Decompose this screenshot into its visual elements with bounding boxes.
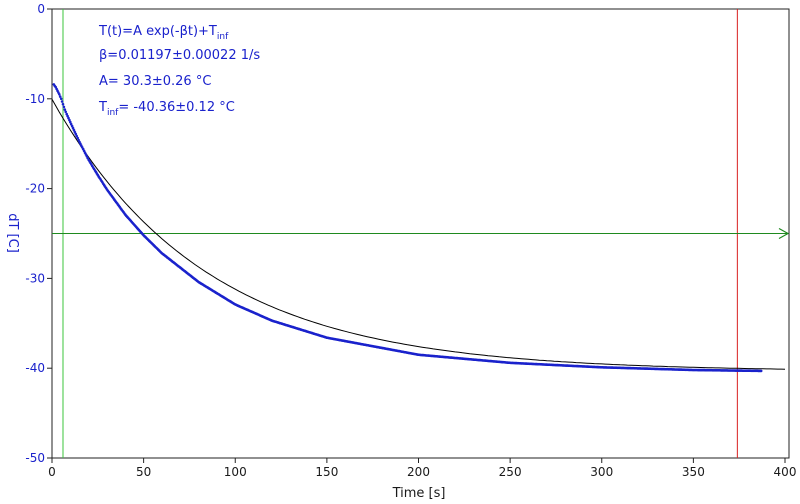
data-point: [59, 97, 63, 101]
y-tick-label--30: -30: [25, 271, 45, 285]
x-tick-label-300: 300: [590, 465, 613, 479]
data-point: [61, 102, 65, 106]
x-tick-label-50: 50: [136, 465, 151, 479]
tinf-text: Tinf= -40.36±0.12 °C: [98, 100, 235, 118]
data-point: [76, 136, 79, 140]
formula-text: T(t)=A exp(-βt)+Tinf: [98, 24, 229, 42]
y-tick-label--50: -50: [25, 451, 45, 465]
data-point: [64, 110, 67, 114]
data-point: [58, 93, 61, 96]
x-tick-label-400: 400: [774, 465, 797, 479]
x-tick-label-100: 100: [224, 465, 247, 479]
data-point: [60, 100, 64, 103]
x-tick-label-150: 150: [315, 465, 338, 479]
data-point: [69, 122, 73, 126]
data-point: [65, 112, 68, 116]
data-point: [66, 114, 69, 118]
data-point: [72, 128, 76, 132]
y-tick-label--20: -20: [25, 182, 45, 196]
x-tick-label-200: 200: [407, 465, 430, 479]
data-point: [70, 124, 74, 128]
y-tick-label--10: -10: [25, 92, 45, 106]
data-point: [74, 132, 78, 136]
horizontal-marker-arrow-2: [778, 227, 790, 240]
x-tick-label-250: 250: [499, 465, 522, 479]
data-point: [759, 369, 763, 373]
fit-curve: [51, 99, 786, 370]
beta-text: β=0.01197±0.00022 1/s: [99, 48, 260, 63]
data-point: [62, 105, 66, 109]
x-tick-label-0: 0: [48, 465, 56, 479]
data-point: [58, 95, 62, 98]
data-point: [68, 118, 71, 122]
x-axis-label: Time [s]: [392, 486, 446, 501]
fit-annotation: T(t)=A exp(-βt)+Tinf β=0.01197±0.00022 1…: [98, 24, 260, 118]
amplitude-text: A= 30.3±0.26 °C: [99, 74, 211, 89]
x-tick-label-350: 350: [682, 465, 705, 479]
data-point: [69, 120, 72, 124]
data-point: [71, 126, 75, 130]
y-tick-label-0: 0: [37, 2, 45, 16]
data-point: [67, 116, 70, 120]
y-axis-label: dT [C]: [5, 213, 20, 253]
y-tick-label--40: -40: [25, 361, 45, 375]
data-point: [63, 108, 67, 111]
